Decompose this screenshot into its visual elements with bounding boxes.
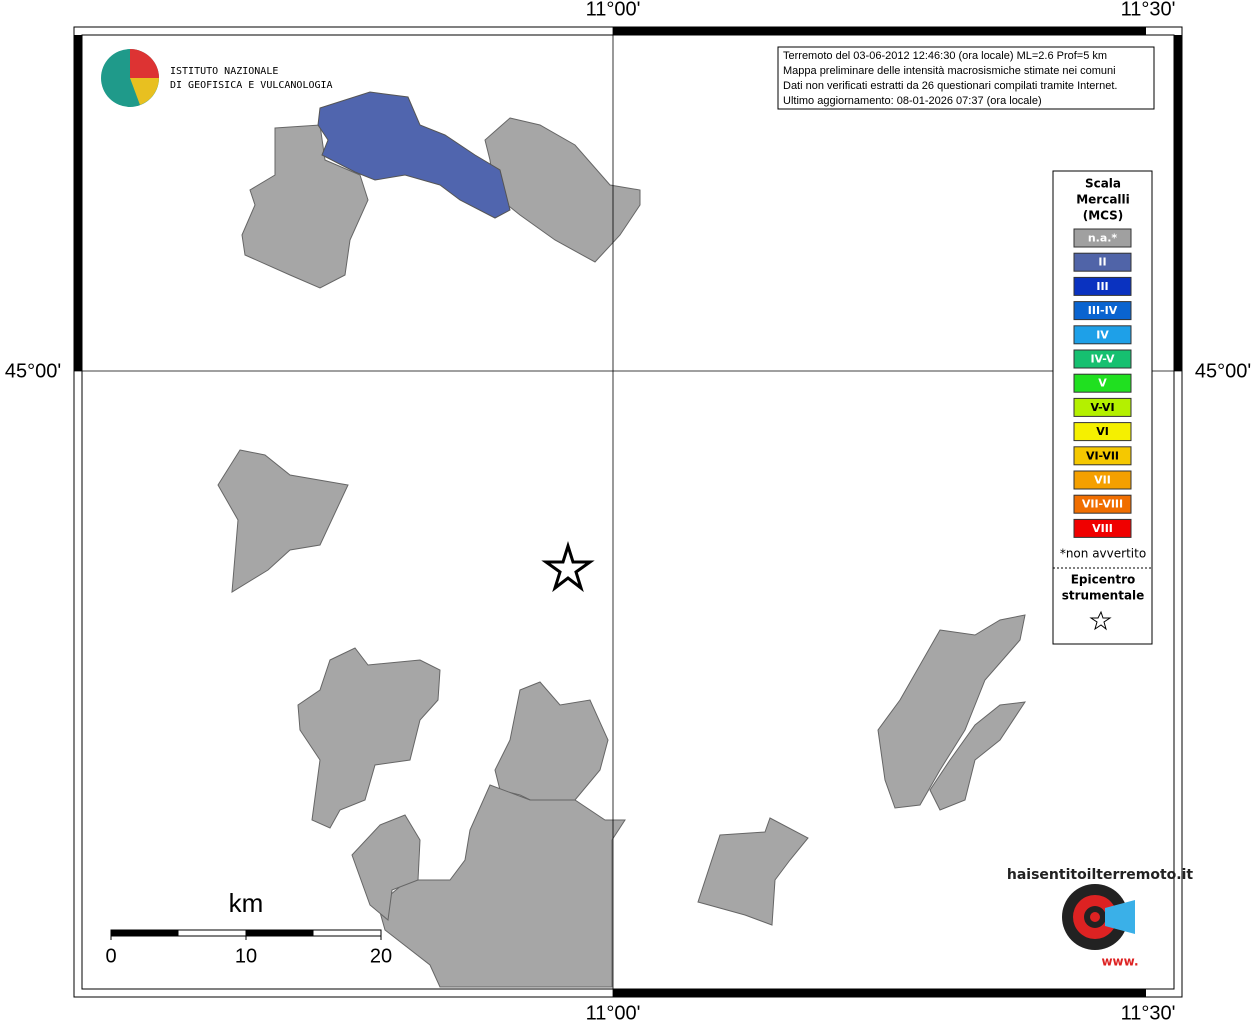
- info-box: [777, 46, 1155, 110]
- scale-tick-label: 20: [370, 945, 392, 967]
- legend-star: [1089, 610, 1112, 631]
- legend-label: n.a.*: [1088, 232, 1118, 245]
- legend-swatch: [1073, 325, 1132, 345]
- legend-label: II: [1098, 256, 1106, 269]
- info-line: Terremoto del 03-06-2012 12:46:30 (ora l…: [783, 50, 1107, 62]
- lon-label: 11°00': [586, 1002, 641, 1024]
- legend-swatch: [1073, 494, 1132, 514]
- legend-label: IV: [1096, 328, 1109, 341]
- regions: [217, 91, 1027, 988]
- badge-text: www.: [1101, 955, 1138, 969]
- legend-label: III-IV: [1088, 304, 1118, 317]
- legend-epicenter: strumentale: [1062, 589, 1145, 603]
- municipality: [297, 647, 441, 829]
- legend-swatch: [1073, 422, 1132, 442]
- legend-label: V: [1098, 377, 1107, 390]
- info-line: Ultimo aggiornamento: 08-01-2026 07:37 (…: [783, 95, 1042, 107]
- legend-swatch: [1073, 470, 1132, 490]
- legend-label: III: [1096, 280, 1108, 293]
- municipality: [697, 817, 809, 926]
- municipality: [877, 614, 1026, 809]
- badge-text: haisentitoilterremoto.it: [1007, 867, 1194, 883]
- ingv-logo: ISTITUTO NAZIONALE DI GEOFISICA E VULCAN…: [101, 49, 333, 107]
- lon-label: 11°30': [1121, 1002, 1176, 1024]
- institute-name: ISTITUTO NAZIONALE: [170, 66, 278, 77]
- legend-swatch: [1073, 446, 1132, 466]
- scale-tick-label: 10: [235, 945, 257, 967]
- frame-segment: [1174, 35, 1182, 371]
- legend-title: (MCS): [1083, 209, 1124, 223]
- legend-swatch: [1073, 228, 1132, 248]
- legend-title: Scala: [1085, 177, 1121, 191]
- epicenter: [541, 540, 595, 593]
- legend-swatch: [1073, 252, 1132, 272]
- scale-unit: km: [229, 888, 264, 918]
- legend-title: Mercalli: [1076, 193, 1130, 207]
- legend-swatch: [1073, 276, 1132, 296]
- legend-swatch: [1073, 349, 1132, 369]
- frame-segment: [74, 35, 82, 371]
- legend-label: IV-V: [1090, 353, 1115, 366]
- municipality: [241, 124, 369, 289]
- legend-label: VIII: [1092, 522, 1113, 535]
- lat-label: 45°00': [5, 360, 61, 382]
- legend-label: V-VI: [1090, 401, 1114, 414]
- hsit-badge: haisentitoilterremoto.it www.: [1007, 867, 1194, 969]
- scale-bar-segment: [246, 930, 314, 936]
- municipality: [351, 814, 421, 921]
- info-line: Dati non verificati estratti da 26 quest…: [783, 80, 1117, 92]
- municipality: [317, 91, 511, 219]
- frame-segment: [613, 27, 1146, 35]
- lon-label: 11°00': [586, 0, 641, 20]
- logo-globe: [130, 78, 159, 105]
- lon-label: 11°30': [1121, 0, 1176, 20]
- legend-swatch: [1073, 373, 1132, 393]
- legend: Scala Mercalli (MCS) *non avvertito Epic…: [1052, 170, 1153, 645]
- info-line: Mappa preliminare delle intensità macros…: [783, 65, 1116, 77]
- logo-globe: [130, 49, 159, 78]
- legend-swatch: [1073, 518, 1132, 538]
- institute-name: DI GEOFISICA E VULCANOLOGIA: [170, 80, 333, 91]
- legend-label: VII-VIII: [1082, 498, 1123, 511]
- legend-swatch: [1073, 301, 1132, 321]
- legend-label: VI: [1096, 425, 1109, 438]
- badge-circle: [1090, 912, 1100, 922]
- badge-speaker: [1105, 900, 1135, 934]
- frame-segment: [613, 989, 1146, 997]
- municipality: [929, 701, 1027, 811]
- municipality: [377, 784, 626, 988]
- legend-epicenter: Epicentro: [1071, 573, 1136, 587]
- municipality: [217, 449, 349, 593]
- scale-bar-segment: [111, 930, 179, 936]
- scale-tick-label: 0: [105, 945, 116, 967]
- legend-label: VI-VII: [1086, 449, 1119, 462]
- lat-label: 45°00': [1195, 360, 1251, 382]
- legend-swatch: [1073, 397, 1132, 417]
- legend-note: *non avvertito: [1060, 547, 1146, 561]
- legend-label: VII: [1094, 474, 1111, 487]
